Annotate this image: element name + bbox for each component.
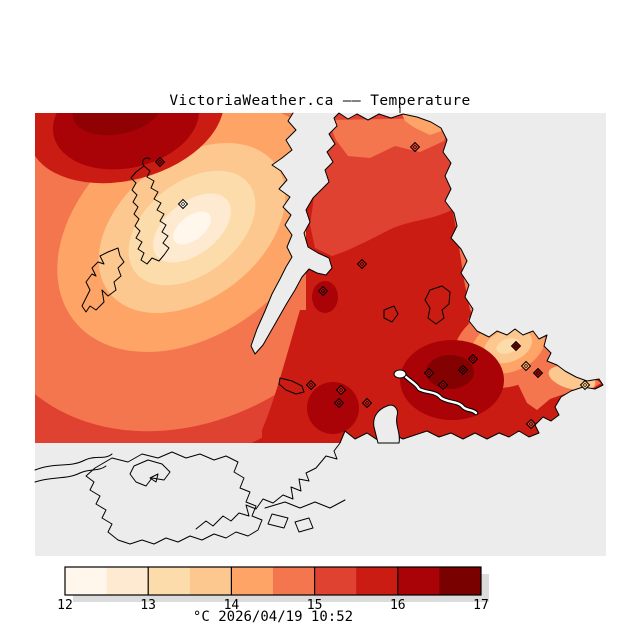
colorbar-segment <box>314 567 357 595</box>
colorbar-segment <box>231 567 274 595</box>
colorbar-tick-labels: 12 13 14 15 16 17 <box>57 598 489 613</box>
station-marker-inner <box>320 288 326 294</box>
station-marker <box>335 384 347 396</box>
station-marker <box>520 360 532 372</box>
station-marker <box>305 379 317 391</box>
station-marker-inner <box>180 201 186 207</box>
station-marker-inner <box>157 159 163 165</box>
map-title: VictoriaWeather.ca —— Temperature <box>169 93 470 109</box>
warm-blob-langford <box>307 382 359 434</box>
colorbar-segment <box>273 567 316 595</box>
station-marker <box>525 418 537 430</box>
station-marker-inner <box>513 343 519 349</box>
station-marker-inner <box>308 382 314 388</box>
lake-chain-outline <box>81 247 125 313</box>
station-marker-inner <box>338 387 344 393</box>
colorbar-segment <box>148 567 191 595</box>
station-marker <box>154 156 166 168</box>
outline-only-coastlines <box>34 451 346 545</box>
colorbar-segment <box>65 567 108 595</box>
sooke-basin-outline <box>130 165 170 265</box>
colorbar-tick-label: 12 <box>57 598 73 613</box>
colorbar-tick-label: 14 <box>224 598 240 613</box>
station-marker <box>177 198 189 210</box>
temperature-map <box>34 112 606 556</box>
station-marker <box>457 364 469 376</box>
colorbar-segment <box>189 567 232 595</box>
harbour-inlet <box>373 404 400 444</box>
station-marker-inner <box>364 400 370 406</box>
station-marker-inner <box>412 144 418 150</box>
colorbar-border <box>64 566 482 596</box>
station-marker-inner <box>440 382 446 388</box>
station-marker-inner <box>470 356 476 362</box>
colorbar-dividers <box>147 567 399 595</box>
harbour-channel <box>393 369 479 416</box>
lake-outlines <box>81 157 451 395</box>
colorbar-segment <box>397 567 440 595</box>
station-marker-inner <box>582 382 588 388</box>
colorbar-caption: °C 2026/04/19 10:52 <box>193 609 353 625</box>
dark-wedge <box>262 310 306 443</box>
station-marker-inner <box>535 370 541 376</box>
station-marker <box>579 379 591 391</box>
station-marker <box>361 397 373 409</box>
station-marker-inner <box>460 367 466 373</box>
colorbar-segment <box>439 567 482 595</box>
station-marker <box>409 141 421 153</box>
elk-lake-outline <box>424 285 451 325</box>
station-marker <box>532 367 544 379</box>
prospect-lake-outline <box>383 305 399 323</box>
station-marker-inner <box>528 421 534 427</box>
lagoon-outline <box>278 377 305 395</box>
colorbar-tick-label: 15 <box>307 598 323 613</box>
warm-blob-victoria-core <box>426 355 474 389</box>
colorbar-tick-label: 16 <box>390 598 406 613</box>
warm-blob-highlands <box>312 281 338 313</box>
warm-blob-northwest <box>35 113 224 184</box>
station-marker-inner <box>359 261 365 267</box>
colorbar: 12 13 14 15 16 17 °C 2026/04/19 10:52 <box>57 566 489 625</box>
station-marker <box>437 379 449 391</box>
station-marker <box>423 367 435 379</box>
station-marker <box>356 258 368 270</box>
colorbar-tick-label: 13 <box>140 598 156 613</box>
coastline <box>195 112 604 530</box>
station-marker <box>333 397 345 409</box>
colorbar-tick-label: 17 <box>473 598 489 613</box>
station-markers <box>154 141 591 430</box>
station-marker-inner <box>336 400 342 406</box>
station-marker-inner <box>426 370 432 376</box>
colorbar-segment <box>106 567 149 595</box>
station-marker <box>510 340 522 352</box>
colorbar-segment <box>356 567 399 595</box>
colorbar-segments <box>65 567 482 595</box>
station-marker <box>317 285 329 297</box>
station-marker <box>467 353 479 365</box>
station-marker-inner <box>523 363 529 369</box>
